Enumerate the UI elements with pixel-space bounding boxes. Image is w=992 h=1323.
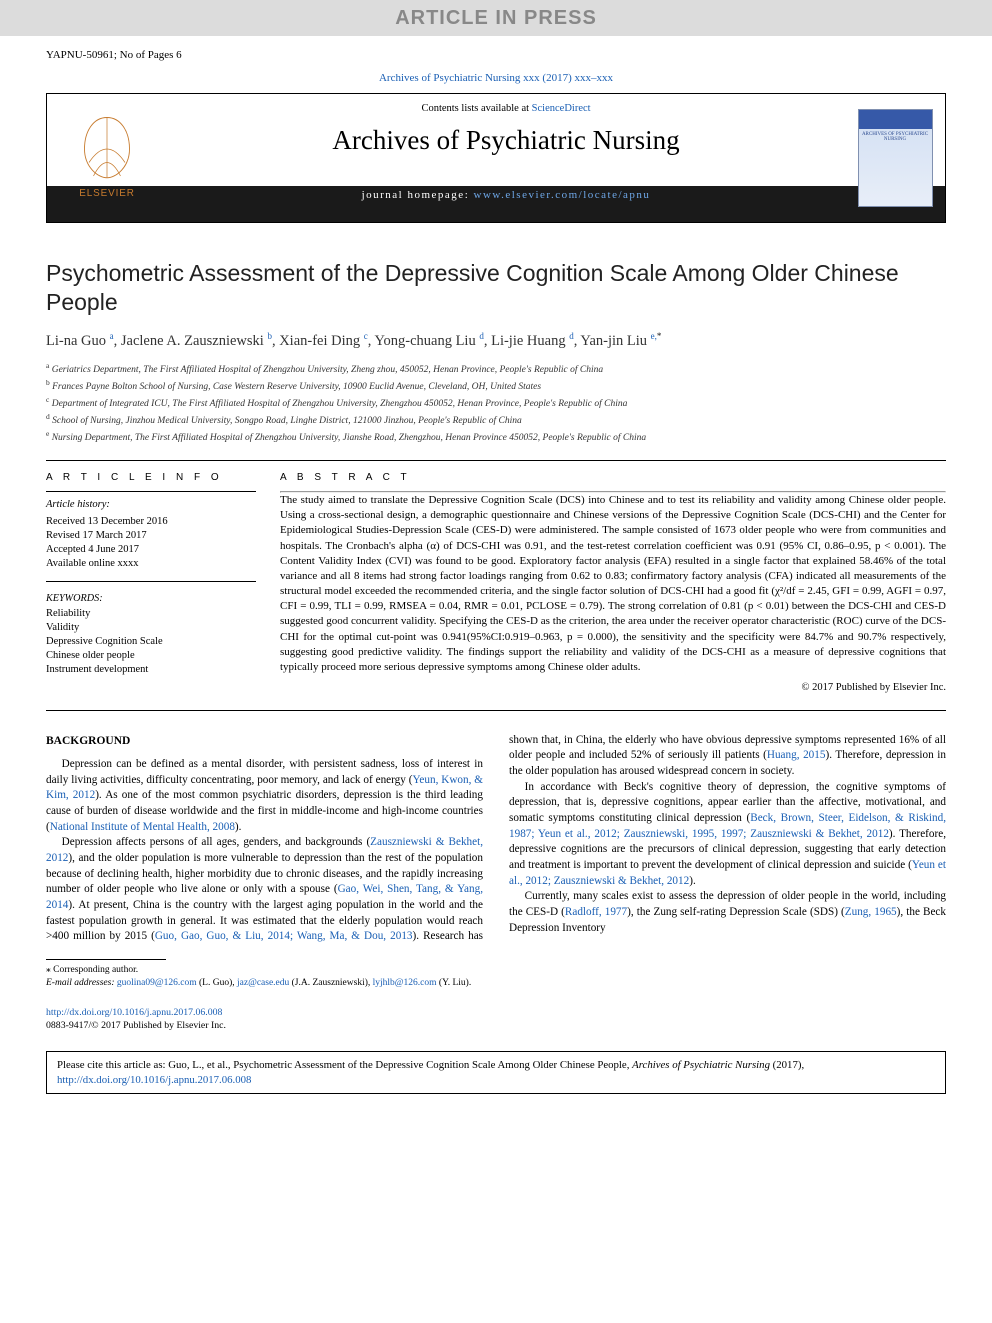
journal-cover-icon: ARCHIVES OF PSYCHIATRIC NURSING <box>858 109 933 207</box>
corresponding-note: ⁎ Corresponding author. <box>46 964 946 977</box>
sciencedirect-link[interactable]: ScienceDirect <box>532 103 591 114</box>
email-link[interactable]: guolina09@126.com <box>117 978 197 988</box>
cover-cell: ARCHIVES OF PSYCHIATRIC NURSING <box>845 94 945 222</box>
body-columns: BACKGROUND Depression can be defined as … <box>46 733 946 945</box>
affiliation-c: c Department of Integrated ICU, The Firs… <box>46 395 946 412</box>
copyright: © 2017 Published by Elsevier Inc. <box>280 681 946 696</box>
emails: E-mail addresses: guolina09@126.com (L. … <box>46 977 946 990</box>
journal-header: ELSEVIER Contents lists available at Sci… <box>46 93 946 223</box>
keyword: Validity <box>46 621 256 635</box>
affiliations: a Geriatrics Department, The First Affil… <box>46 361 946 446</box>
page: YAPNU-50961; No of Pages 6 Archives of P… <box>0 36 992 1114</box>
ref-link[interactable]: Radloff, 1977 <box>565 906 627 918</box>
email-link[interactable]: jaz@case.edu <box>237 978 289 988</box>
ref-link[interactable]: National Institute of Mental Health, 200… <box>50 821 235 833</box>
history-revised: Revised 17 March 2017 <box>46 529 256 543</box>
ref-link[interactable]: Zung, 1965 <box>845 906 897 918</box>
footnote-separator <box>46 959 166 960</box>
title-block: Psychometric Assessment of the Depressiv… <box>46 259 946 446</box>
body-p1: Depression can be defined as a mental di… <box>46 757 483 835</box>
ref-link[interactable]: Guo, Gao, Guo, & Liu, 2014; Wang, Ma, & … <box>155 930 413 942</box>
affiliation-d: d School of Nursing, Jinzhou Medical Uni… <box>46 412 946 429</box>
doi-block: http://dx.doi.org/10.1016/j.apnu.2017.06… <box>46 1006 946 1033</box>
homepage-line: journal homepage: www.elsevier.com/locat… <box>167 188 845 203</box>
email-link[interactable]: lyjhlb@126.com <box>373 978 437 988</box>
cite-box: Please cite this article as: Guo, L., et… <box>46 1051 946 1094</box>
contents-line: Contents lists available at ScienceDirec… <box>167 102 845 117</box>
authors: Li-na Guo a, Jaclene A. Zauszniewski b, … <box>46 330 946 351</box>
abstract: A B S T R A C T The study aimed to trans… <box>280 471 946 696</box>
footnotes: ⁎ Corresponding author. E-mail addresses… <box>46 964 946 990</box>
publisher-logo-cell: ELSEVIER <box>47 94 167 222</box>
info-abstract-row: A R T I C L E I N F O Article history: R… <box>46 471 946 696</box>
history-label: Article history: <box>46 498 256 513</box>
svg-text:ELSEVIER: ELSEVIER <box>79 188 135 199</box>
divider <box>46 710 946 711</box>
doi-link[interactable]: http://dx.doi.org/10.1016/j.apnu.2017.06… <box>46 1007 222 1018</box>
keyword: Instrument development <box>46 663 256 677</box>
ref-link[interactable]: Huang, 2015 <box>767 749 826 761</box>
affiliation-a: a Geriatrics Department, The First Affil… <box>46 361 946 378</box>
keyword: Depressive Cognition Scale <box>46 635 256 649</box>
homepage-prefix: journal homepage: <box>362 189 474 201</box>
affiliation-e: e Nursing Department, The First Affiliat… <box>46 429 946 446</box>
abstract-heading: A B S T R A C T <box>280 471 946 485</box>
doc-id: YAPNU-50961; No of Pages 6 <box>46 48 182 63</box>
article-info-heading: A R T I C L E I N F O <box>46 471 256 485</box>
elsevier-logo-icon: ELSEVIER <box>62 113 152 203</box>
keyword: Chinese older people <box>46 649 256 663</box>
keywords-label: KEYWORDS: <box>46 592 256 606</box>
contents-prefix: Contents lists available at <box>421 103 531 114</box>
homepage-link[interactable]: www.elsevier.com/locate/apnu <box>474 189 651 201</box>
background-heading: BACKGROUND <box>46 733 483 749</box>
cite-doi-link[interactable]: http://dx.doi.org/10.1016/j.apnu.2017.06… <box>57 1074 251 1086</box>
affiliation-b: b Frances Payne Bolton School of Nursing… <box>46 378 946 395</box>
header-center: Contents lists available at ScienceDirec… <box>167 94 845 222</box>
journal-citation: Archives of Psychiatric Nursing xxx (201… <box>46 71 946 86</box>
body-p4: Currently, many scales exist to assess t… <box>509 889 946 936</box>
keyword: Reliability <box>46 607 256 621</box>
divider <box>46 460 946 461</box>
cover-label: ARCHIVES OF PSYCHIATRIC NURSING <box>859 132 932 143</box>
article-in-press-banner: ARTICLE IN PRESS <box>0 0 992 36</box>
article-info: A R T I C L E I N F O Article history: R… <box>46 471 256 696</box>
doc-id-row: YAPNU-50961; No of Pages 6 <box>46 48 946 63</box>
citation-link[interactable]: Archives of Psychiatric Nursing xxx (201… <box>379 72 613 84</box>
history-online: Available online xxxx <box>46 557 256 571</box>
issn-line: 0883-9417/© 2017 Published by Elsevier I… <box>46 1019 946 1033</box>
history-accepted: Accepted 4 June 2017 <box>46 543 256 557</box>
history-received: Received 13 December 2016 <box>46 515 256 529</box>
cite-journal: Archives of Psychiatric Nursing <box>632 1059 770 1071</box>
journal-name: Archives of Psychiatric Nursing <box>167 122 845 160</box>
body-p3: In accordance with Beck's cognitive theo… <box>509 780 946 890</box>
abstract-text: The study aimed to translate the Depress… <box>280 493 946 675</box>
article-title: Psychometric Assessment of the Depressiv… <box>46 259 946 317</box>
